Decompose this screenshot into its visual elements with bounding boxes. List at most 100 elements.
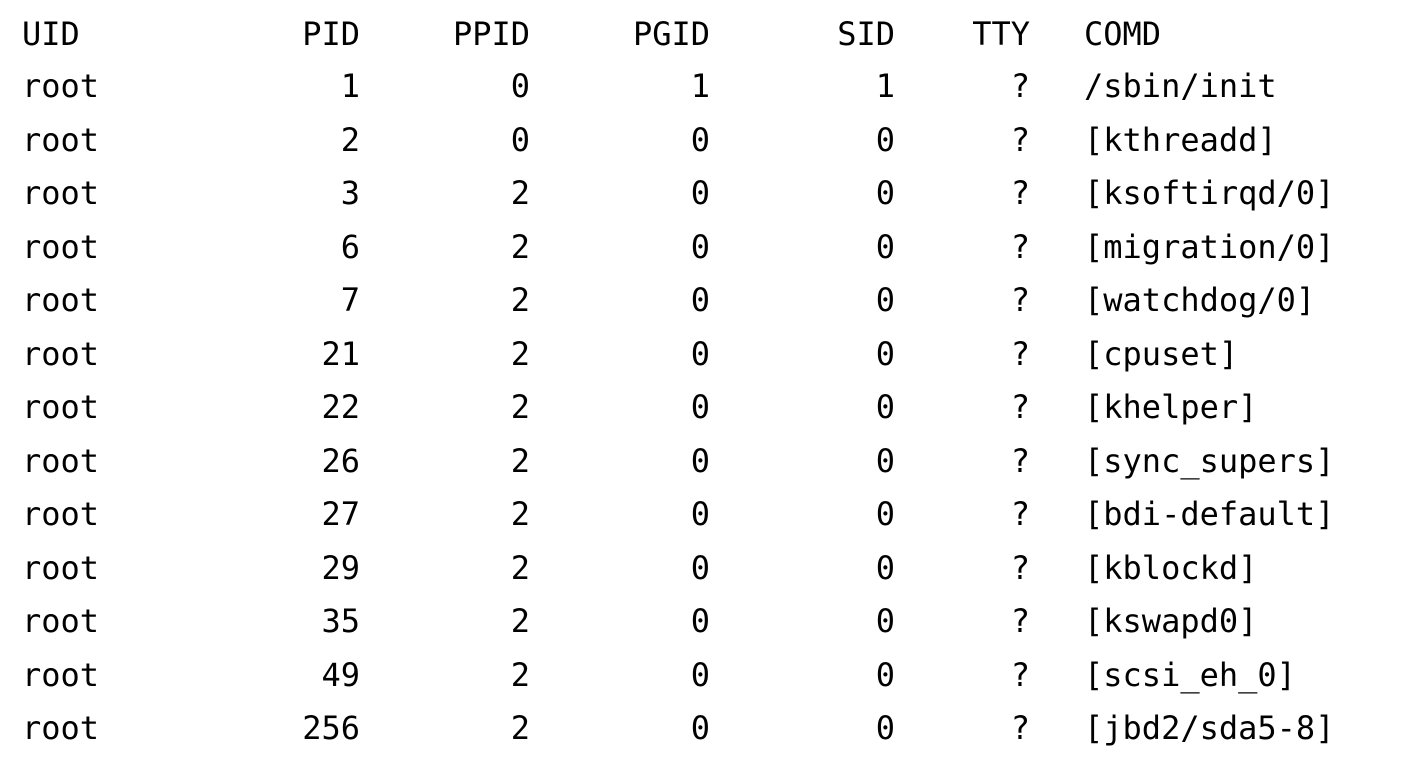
- cell-cmd: /sbin/init: [1084, 67, 1277, 105]
- column-header-pgid: PGID: [632, 15, 710, 53]
- cell-uid: root: [22, 655, 100, 694]
- table-row: root 2 0 0 0? [kthreadd]: [0, 114, 1406, 166]
- table-row: root 49 2 0 0? [scsi_eh_0]: [0, 649, 1406, 701]
- cell-pid: 22: [321, 388, 360, 426]
- cell-pid: 49: [321, 655, 360, 694]
- column-header-uid: UID: [22, 15, 80, 53]
- cell-tty: ?: [1010, 120, 1030, 159]
- table-row: root 29 2 0 0? [kblockd]: [0, 542, 1406, 594]
- cell-cmd: [jbd2/sda5-8]: [1084, 709, 1335, 747]
- cell-pid: 27: [321, 495, 360, 533]
- table-row: root 26 2 0 0? [sync_supers]: [0, 435, 1406, 487]
- cell-uid: root: [22, 174, 100, 212]
- cell-ppid: 2: [510, 334, 530, 373]
- column-header-sid: SID: [837, 15, 895, 53]
- cell-sid: 0: [875, 655, 895, 694]
- cell-tty: ?: [1010, 67, 1030, 105]
- cell-uid: root: [22, 334, 100, 373]
- cell-cmd: [kthreadd]: [1084, 120, 1277, 159]
- cell-sid: 0: [875, 281, 895, 319]
- cell-pgid: 0: [690, 602, 710, 640]
- cell-tty: ?: [1010, 174, 1030, 212]
- cell-pid: 35: [321, 602, 360, 640]
- table-row: root 35 2 0 0? [kswapd0]: [0, 595, 1406, 647]
- cell-cmd: [ksoftirqd/0]: [1084, 174, 1335, 212]
- column-header-tty: TTY: [972, 15, 1030, 53]
- cell-cmd: [kblockd]: [1084, 548, 1258, 587]
- cell-pgid: 0: [690, 174, 710, 212]
- column-header-cmd: COMD: [1084, 15, 1162, 53]
- cell-tty: ?: [1010, 495, 1030, 533]
- cell-pid: 29: [321, 548, 360, 587]
- cell-tty: ?: [1010, 709, 1030, 747]
- cell-tty: ?: [1010, 281, 1030, 319]
- cell-pid: 26: [321, 441, 360, 480]
- table-header: UID PID PPID PGID SID TTY COMD: [0, 8, 1406, 60]
- cell-uid: root: [22, 227, 100, 266]
- cell-pid: 3: [340, 174, 360, 212]
- cell-pid: 7: [340, 281, 360, 319]
- cell-pgid: 0: [690, 655, 710, 694]
- cell-sid: 0: [875, 120, 895, 159]
- cell-pid: 2: [340, 120, 360, 159]
- cell-cmd: [cpuset]: [1084, 334, 1239, 373]
- cell-tty: ?: [1010, 441, 1030, 480]
- table-row: root 22 2 0 0? [khelper]: [0, 381, 1406, 433]
- cell-tty: ?: [1010, 655, 1030, 694]
- cell-ppid: 2: [510, 388, 530, 426]
- cell-cmd: [scsi_eh_0]: [1084, 655, 1296, 694]
- cell-ppid: 2: [510, 548, 530, 587]
- column-header-pid: PID: [302, 15, 360, 53]
- cell-cmd: [khelper]: [1084, 388, 1258, 426]
- cell-uid: root: [22, 602, 100, 640]
- cell-cmd: [bdi-default]: [1084, 495, 1335, 533]
- cell-cmd: [watchdog/0]: [1084, 281, 1316, 319]
- cell-cmd: [kswapd0]: [1084, 602, 1258, 640]
- cell-tty: ?: [1010, 334, 1030, 373]
- cell-tty: ?: [1010, 388, 1030, 426]
- cell-uid: root: [22, 388, 100, 426]
- cell-ppid: 2: [510, 441, 530, 480]
- table-row: root 6 2 0 0? [migration/0]: [0, 221, 1406, 273]
- cell-ppid: 2: [510, 495, 530, 533]
- cell-uid: root: [22, 120, 100, 159]
- cell-pgid: 0: [690, 388, 710, 426]
- cell-pid: 256: [302, 709, 360, 747]
- cell-ppid: 2: [510, 281, 530, 319]
- table-row: root 256 2 0 0? [jbd2/sda5-8]: [0, 702, 1406, 754]
- cell-pgid: 0: [690, 227, 710, 266]
- cell-ppid: 2: [510, 602, 530, 640]
- cell-pgid: 0: [690, 441, 710, 480]
- cell-ppid: 2: [510, 709, 530, 747]
- cell-uid: root: [22, 281, 100, 319]
- table-row: root 27 2 0 0? [bdi-default]: [0, 488, 1406, 540]
- cell-pid: 6: [340, 227, 360, 266]
- cell-ppid: 0: [510, 67, 530, 105]
- cell-ppid: 2: [510, 174, 530, 212]
- cell-uid: root: [22, 548, 100, 587]
- cell-sid: 0: [875, 441, 895, 480]
- cell-ppid: 0: [510, 120, 530, 159]
- cell-uid: root: [22, 67, 100, 105]
- cell-uid: root: [22, 441, 100, 480]
- cell-sid: 0: [875, 602, 895, 640]
- cell-tty: ?: [1010, 227, 1030, 266]
- cell-sid: 0: [875, 334, 895, 373]
- cell-pid: 21: [321, 334, 360, 373]
- cell-sid: 0: [875, 548, 895, 587]
- cell-pgid: 0: [690, 334, 710, 373]
- cell-sid: 0: [875, 227, 895, 266]
- cell-sid: 0: [875, 388, 895, 426]
- cell-cmd: [migration/0]: [1084, 227, 1335, 266]
- cell-sid: 1: [875, 67, 895, 105]
- table-row: root 7 2 0 0? [watchdog/0]: [0, 274, 1406, 326]
- cell-pgid: 0: [690, 281, 710, 319]
- cell-sid: 0: [875, 709, 895, 747]
- cell-pgid: 0: [690, 709, 710, 747]
- cell-tty: ?: [1010, 548, 1030, 587]
- cell-ppid: 2: [510, 655, 530, 694]
- table-row: root 3 2 0 0? [ksoftirqd/0]: [0, 167, 1406, 219]
- cell-tty: ?: [1010, 602, 1030, 640]
- cell-uid: root: [22, 709, 100, 747]
